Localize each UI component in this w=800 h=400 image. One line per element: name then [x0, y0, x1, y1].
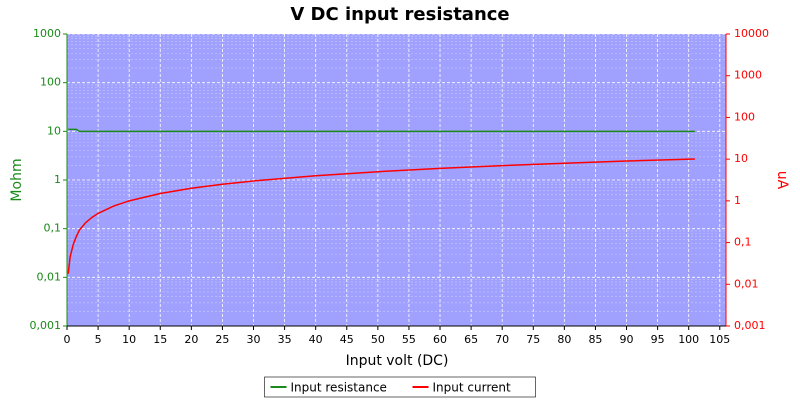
x-tick-label: 35: [278, 333, 292, 346]
x-tick-label: 10: [122, 333, 136, 346]
x-tick-label: 15: [153, 333, 167, 346]
x-tick-label: 30: [247, 333, 261, 346]
x-tick-label: 100: [678, 333, 699, 346]
x-tick-label: 45: [340, 333, 354, 346]
y-tick-label: 0,01: [37, 270, 62, 283]
x-tick-label: 0: [64, 333, 71, 346]
y-tick-label: 1: [54, 173, 61, 186]
x-tick-label: 90: [620, 333, 634, 346]
x-tick-label: 40: [309, 333, 323, 346]
plot-area: [67, 34, 726, 326]
x-tick-label: 65: [464, 333, 478, 346]
legend: Input resistance Input current: [264, 376, 536, 398]
series-line: [67, 158, 695, 274]
x-tick-label: 95: [651, 333, 665, 346]
x-tick-label: 20: [184, 333, 198, 346]
x-tick-label: 80: [557, 333, 571, 346]
x-tick-label: 50: [371, 333, 385, 346]
y2-tick-label: 1000: [734, 69, 762, 82]
x-tick-label: 75: [526, 333, 540, 346]
chart-title: V DC input resistance: [290, 4, 509, 25]
series-line: [68, 128, 695, 133]
y-tick-label: 0,1: [44, 222, 62, 235]
x-tick-label: 70: [495, 333, 509, 346]
x-tick-label: 5: [95, 333, 102, 346]
x-tick-label: 25: [215, 333, 229, 346]
y-tick-label: 10: [47, 124, 61, 137]
x-tick-label: 85: [588, 333, 602, 346]
y-tick-label: 1000: [33, 27, 61, 40]
x-tick-label: 55: [402, 333, 416, 346]
y2-tick-label: 10: [734, 152, 748, 165]
y2-tick-label: 0,001: [734, 319, 766, 332]
x-axis-label: Input volt (DC): [346, 353, 449, 369]
y2-tick-label: 0,01: [734, 277, 759, 290]
x-tick-label: 105: [709, 333, 730, 346]
y2-tick-label: 100: [734, 110, 755, 123]
y-tick-label: 100: [40, 76, 61, 89]
y2-tick-label: 0,1: [734, 236, 752, 249]
x-tick-label: 60: [433, 333, 447, 346]
legend-label: Input current: [433, 381, 511, 395]
legend-label: Input resistance: [291, 381, 387, 395]
y2-tick-label: 1: [734, 194, 741, 207]
y-axis-label: Mohm: [9, 158, 25, 201]
y2-tick-label: 10000: [734, 27, 769, 40]
y-tick-label: 0,001: [30, 319, 62, 332]
y2-axis-label: uA: [774, 171, 790, 190]
legend-box: [264, 376, 536, 398]
